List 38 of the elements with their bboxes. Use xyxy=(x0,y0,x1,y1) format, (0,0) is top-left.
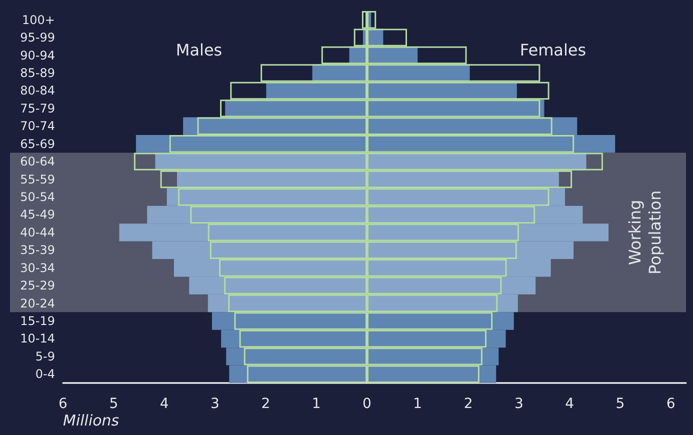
y-tick-label: 0-4 xyxy=(35,367,55,382)
x-axis-title: Millions xyxy=(63,412,120,430)
y-tick-label: 60-64 xyxy=(20,154,55,169)
x-tick-label: 0 xyxy=(362,396,372,412)
x-tick-label: 6 xyxy=(666,396,676,412)
x-tick-label: 1 xyxy=(413,396,422,412)
y-tick-label: 75-79 xyxy=(20,101,55,116)
y-tick-label: 30-34 xyxy=(20,260,55,275)
x-tick-label: 5 xyxy=(109,396,118,412)
y-tick-label: 45-49 xyxy=(20,208,55,222)
x-tick-label: 2 xyxy=(261,396,270,412)
y-tick-label: 35-39 xyxy=(20,243,55,258)
y-tick-label: 80-84 xyxy=(20,84,55,98)
annotation: Males xyxy=(176,40,222,60)
x-tick-label: 5 xyxy=(616,396,625,412)
y-tick-label: 55-59 xyxy=(20,172,55,186)
x-tick-label: 6 xyxy=(58,396,68,412)
y-tick-label: 70-74 xyxy=(20,119,55,134)
y-tick-label: 5-9 xyxy=(35,349,55,364)
x-tick-label: 4 xyxy=(160,396,169,412)
y-tick-label: 65-69 xyxy=(20,136,55,151)
y-tick-label: 15-19 xyxy=(20,314,55,328)
y-tick-label: 20-24 xyxy=(20,296,55,310)
y-tick-label: 40-44 xyxy=(20,225,55,240)
y-tick-label: 95-99 xyxy=(20,30,55,45)
y-tick-label: 85-89 xyxy=(20,66,55,80)
y-tick-label: 90-94 xyxy=(20,48,55,62)
x-tick-label: 1 xyxy=(312,396,321,412)
y-tick-label: 10-14 xyxy=(20,332,55,346)
x-tick-label: 3 xyxy=(210,396,220,412)
x-tick-label: 4 xyxy=(565,396,574,412)
annotation: Females xyxy=(520,40,586,60)
y-tick-label: 100+ xyxy=(22,12,55,27)
y-tick-label: 25-29 xyxy=(20,278,55,293)
band-label: Working Population xyxy=(626,190,664,274)
x-tick-label: 3 xyxy=(514,396,524,412)
y-tick-label: 50-54 xyxy=(20,190,55,204)
x-tick-label: 2 xyxy=(464,396,473,412)
